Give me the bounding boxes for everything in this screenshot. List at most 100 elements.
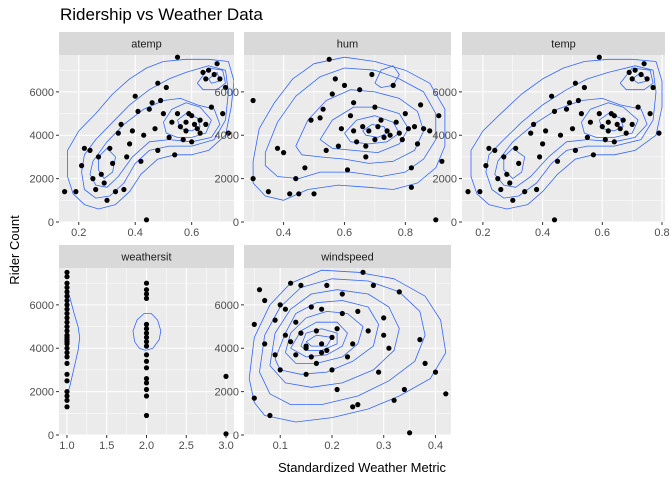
data-point-temp-33 <box>584 134 591 140</box>
data-point-windspeed-27 <box>324 347 330 353</box>
data-point-windspeed-4 <box>262 297 268 304</box>
data-point-weathersit-7 <box>64 354 70 360</box>
data-point-temp-42 <box>611 113 617 119</box>
data-point-atemp-39 <box>180 137 186 143</box>
data-point-temp-32 <box>581 84 588 91</box>
data-point-temp-53 <box>641 61 647 67</box>
data-point-weathersit-0 <box>64 404 70 410</box>
data-point-atemp-23 <box>141 132 147 138</box>
data-point-weathersit-34 <box>143 365 150 371</box>
y-tick-label: 6000 <box>30 300 54 312</box>
data-point-atemp-37 <box>174 111 181 117</box>
data-point-atemp-4 <box>87 147 93 153</box>
data-point-temp-12 <box>516 160 522 166</box>
x-tick-label-hum: 0.6 <box>337 227 352 239</box>
data-point-atemp-6 <box>93 186 99 193</box>
x-tick-label-weathersit: 2.5 <box>179 440 194 452</box>
facet-strip-windspeed <box>244 245 451 268</box>
data-point-temp-7 <box>501 154 507 160</box>
data-point-windspeed-45 <box>386 345 392 351</box>
data-point-atemp-1 <box>73 189 79 195</box>
data-point-atemp-30 <box>158 97 164 104</box>
y-tick-label: 4000 <box>215 130 239 142</box>
data-point-atemp-28 <box>155 80 161 86</box>
data-point-atemp-12 <box>110 160 116 166</box>
data-point-temp-47 <box>623 130 629 136</box>
data-point-weathersit-43 <box>143 295 150 301</box>
x-tick-label-temp: 0.4 <box>535 227 550 239</box>
data-point-windspeed-20 <box>308 304 314 310</box>
data-point-temp-3 <box>486 145 492 151</box>
data-point-windspeed-52 <box>432 369 439 375</box>
data-point-hum-51 <box>372 137 378 143</box>
data-point-atemp-56 <box>222 84 229 91</box>
data-point-atemp-14 <box>115 130 121 136</box>
data-point-weathersit-20 <box>64 306 70 312</box>
data-point-weathersit-2 <box>64 393 70 399</box>
y-tick-label: 2000 <box>30 387 54 399</box>
data-point-weathersit-29 <box>143 412 150 419</box>
data-point-hum-6 <box>293 176 299 182</box>
data-point-atemp-7 <box>95 154 102 160</box>
data-point-windspeed-7 <box>272 352 278 358</box>
data-point-temp-31 <box>578 111 585 117</box>
data-point-weathersit-6 <box>64 360 70 366</box>
data-point-hum-25 <box>360 124 366 130</box>
data-point-atemp-18 <box>127 141 133 147</box>
density-contour-atemp-3 <box>98 147 116 180</box>
data-point-weathersit-41 <box>143 326 150 332</box>
data-point-windspeed-48 <box>401 386 407 393</box>
data-point-temp-46 <box>620 117 626 123</box>
data-point-windspeed-44 <box>381 332 387 338</box>
data-point-weathersit-9 <box>64 345 70 351</box>
x-tick-label-windspeed: 0.3 <box>376 440 391 452</box>
data-point-atemp-19 <box>129 128 135 134</box>
data-point-weathersit-21 <box>64 302 70 308</box>
x-tick-label-hum: 0.4 <box>276 227 291 239</box>
data-point-weathersit-48 <box>223 431 229 437</box>
data-point-windspeed-11 <box>282 306 288 312</box>
data-point-hum-5 <box>287 191 293 197</box>
data-point-hum-41 <box>408 165 414 171</box>
density-contour-temp-4 <box>581 102 639 138</box>
data-point-windspeed-35 <box>350 341 356 347</box>
data-point-atemp-11 <box>107 145 113 151</box>
data-point-weathersit-4 <box>64 378 70 384</box>
data-point-temp-30 <box>575 97 582 104</box>
y-tick-label: 0 <box>48 217 54 229</box>
data-point-atemp-21 <box>135 108 141 114</box>
data-point-temp-56 <box>650 84 656 91</box>
data-point-temp-26 <box>566 100 573 106</box>
facet-strip-label-temp: temp <box>551 39 575 51</box>
data-point-windspeed-37 <box>355 308 361 314</box>
data-point-weathersit-3 <box>64 389 70 395</box>
x-tick-label-weathersit: 3.0 <box>218 440 233 452</box>
data-point-temp-27 <box>569 126 576 132</box>
data-point-hum-10 <box>311 191 317 197</box>
x-tick-label-windspeed: 0.4 <box>428 440 443 452</box>
density-contour-windspeed-3 <box>274 300 380 375</box>
x-tick-label-atemp: 0.4 <box>128 227 143 239</box>
data-point-atemp-5 <box>90 176 96 182</box>
data-point-hum-27 <box>366 128 372 134</box>
data-point-temp-50 <box>632 67 638 73</box>
data-point-windspeed-46 <box>391 397 397 403</box>
data-point-weathersit-16 <box>64 324 70 330</box>
data-point-atemp-52 <box>211 71 217 78</box>
data-point-temp-18 <box>540 141 546 147</box>
data-point-hum-35 <box>390 82 396 88</box>
y-tick-label: 2000 <box>215 387 239 399</box>
data-point-hum-19 <box>341 82 348 88</box>
data-point-weathersit-23 <box>64 293 70 299</box>
data-point-atemp-16 <box>121 186 127 193</box>
data-point-windspeed-42 <box>376 369 382 375</box>
data-point-weathersit-17 <box>64 319 70 325</box>
data-point-atemp-59 <box>183 119 189 125</box>
facet-strip-label-windspeed: windspeed <box>320 252 374 264</box>
x-tick-label-windspeed: 0.1 <box>273 440 288 452</box>
data-point-hum-29 <box>372 104 378 110</box>
data-point-weathersit-5 <box>64 371 70 377</box>
data-point-windspeed-22 <box>313 328 319 334</box>
data-point-hum-37 <box>396 130 402 136</box>
data-point-weathersit-25 <box>64 284 70 291</box>
